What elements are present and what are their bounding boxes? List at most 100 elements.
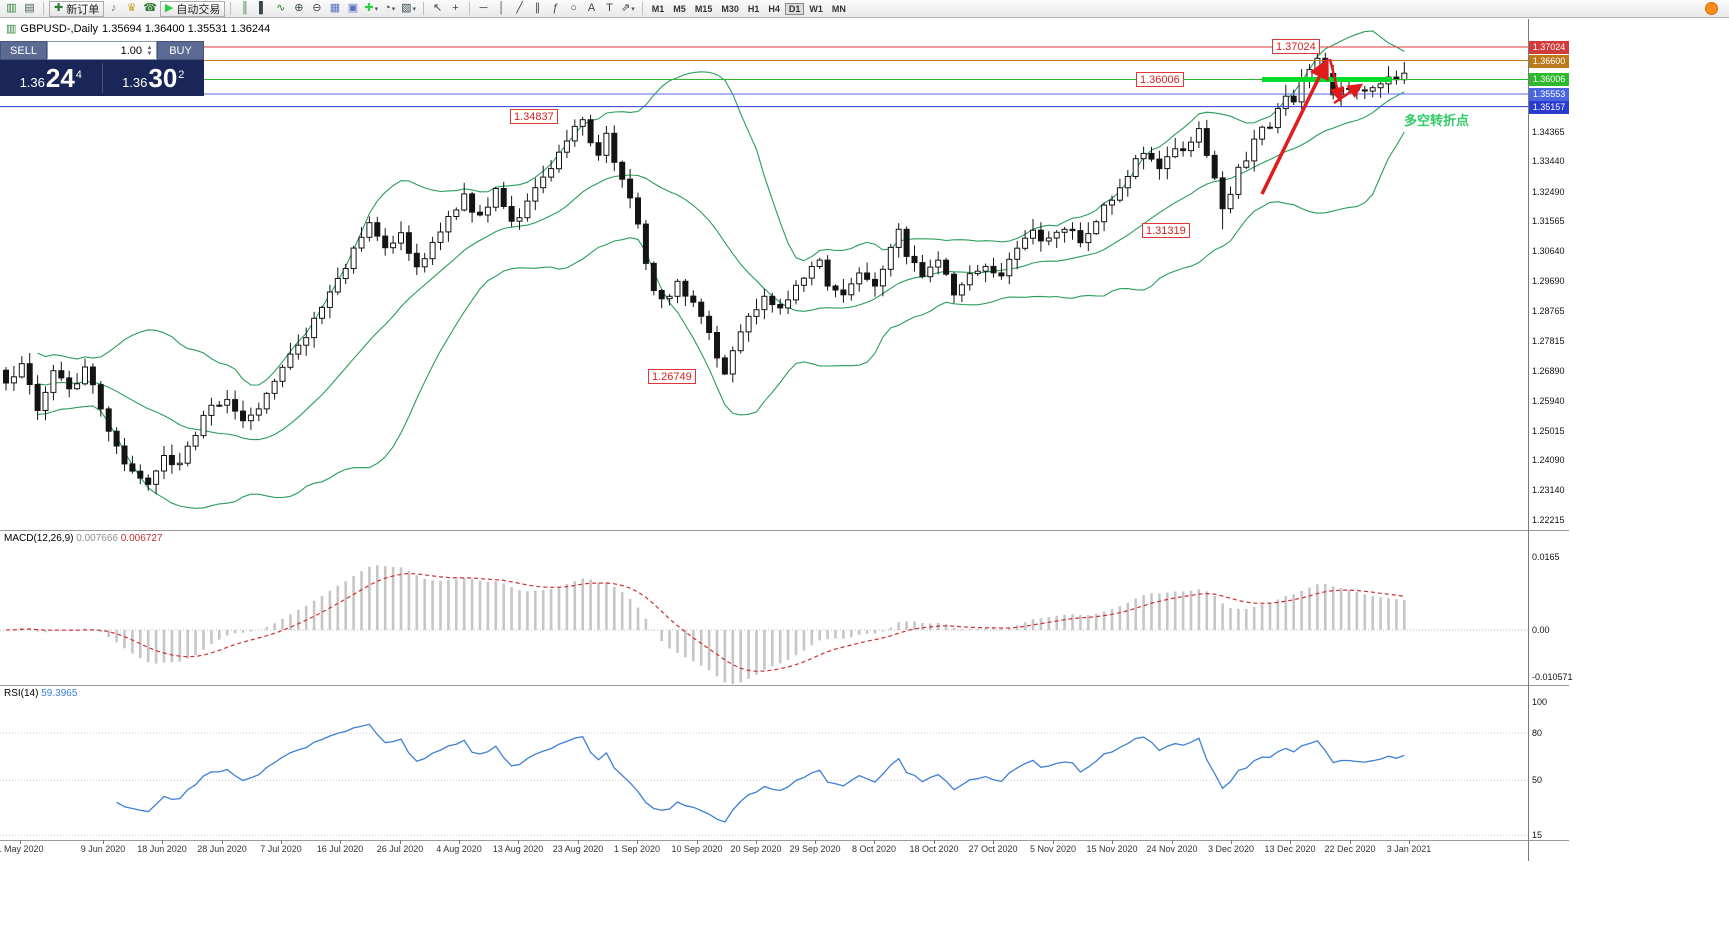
- chart-title: ▥ GBPUSD-,Daily 1.35694 1.36400 1.35531 …: [6, 23, 270, 35]
- timeframe-button-h4[interactable]: H4: [768, 3, 780, 14]
- vertical-line-icon: │: [498, 2, 505, 14]
- price-annotation-label[interactable]: 1.26749: [648, 369, 696, 384]
- price-axis-tick: 1.24090: [1532, 455, 1565, 465]
- chevron-down-icon: ▾: [412, 5, 417, 13]
- timeframe-button-mn[interactable]: MN: [831, 3, 846, 14]
- tile-windows-icon[interactable]: ▦: [326, 1, 343, 16]
- trendline-icon[interactable]: ╱: [511, 1, 528, 16]
- date-axis-tick: [459, 840, 460, 844]
- panel-separator[interactable]: [0, 530, 1569, 531]
- price-axis-tick: 1.27815: [1532, 336, 1565, 346]
- crosshair-icon[interactable]: +: [447, 1, 464, 16]
- templates-icon[interactable]: ▧ ▾: [399, 1, 418, 16]
- timeframe-button-m1[interactable]: M1: [651, 3, 665, 14]
- timeframe-button-d1[interactable]: D1: [784, 2, 805, 15]
- panel-separator[interactable]: [0, 685, 1569, 686]
- price-axis-tick: 1.30640: [1532, 246, 1565, 256]
- date-axis-tick: [103, 840, 104, 844]
- bid-pipette: 4: [75, 69, 82, 81]
- bar-chart-icon[interactable]: ║: [236, 1, 253, 16]
- date-axis-tick: [20, 840, 21, 844]
- date-axis-tick: [1231, 840, 1232, 844]
- date-axis-label: 18 Oct 2020: [909, 844, 959, 854]
- chevron-down-icon: ▾: [631, 5, 635, 13]
- price-annotation-label[interactable]: 1.34837: [510, 109, 558, 124]
- date-axis-label: 5 Nov 2020: [1029, 844, 1077, 854]
- trendline-icon: ╱: [516, 2, 523, 14]
- arrows-icon[interactable]: ⇗ ▾: [619, 1, 637, 16]
- new-order-button[interactable]: ✚ 新订单: [49, 0, 105, 17]
- bid-prefix: 1.36: [19, 75, 45, 90]
- one-click-trading-panel: SELL 1.00 ▲ ▼ BUY 1.36 24 4 1.36 30 2: [0, 41, 204, 96]
- macd-axis-tick: 0.0165: [1532, 552, 1560, 562]
- price-axis-tick: 1.26890: [1532, 366, 1565, 376]
- date-axis-tick: [934, 840, 935, 844]
- autotrade-button[interactable]: ▶ 自动交易: [159, 0, 226, 17]
- periods-icon[interactable]: ◔ ▾: [381, 1, 398, 16]
- cascade-windows-icon[interactable]: ▣: [344, 1, 361, 16]
- candlestick-chart-icon[interactable]: ▌: [254, 1, 271, 16]
- stepper-down-icon[interactable]: ▼: [146, 50, 153, 57]
- channel-icon[interactable]: ∥: [529, 1, 546, 16]
- date-axis-label: 24 Nov 2020: [1146, 844, 1198, 854]
- window-list-icon[interactable]: ▤: [21, 1, 38, 16]
- bid-price-button[interactable]: 1.36 24 4: [0, 63, 102, 93]
- price-axis-tick: 1.31565: [1532, 216, 1565, 226]
- date-axis-label: 20 Sep 2020: [730, 844, 782, 854]
- cup-icon[interactable]: ♛: [123, 1, 140, 16]
- date-axis-label: 15 Nov 2020: [1086, 844, 1138, 854]
- new-order-button-label: 新订单: [66, 3, 100, 16]
- date-axis-tick: [697, 840, 698, 844]
- price-annotation-label[interactable]: 1.31319: [1142, 223, 1190, 238]
- rsi-name: RSI(14): [4, 688, 39, 699]
- timeframe-button-m5[interactable]: M5: [673, 3, 686, 14]
- horizontal-line-icon[interactable]: ─: [475, 1, 492, 16]
- volume-input[interactable]: 1.00 ▲ ▼: [47, 41, 157, 60]
- sell-button[interactable]: SELL: [0, 41, 47, 60]
- zoom-in-icon[interactable]: ⊕: [290, 1, 307, 16]
- main-chart-canvas[interactable]: [0, 19, 1528, 530]
- buy-button[interactable]: BUY: [157, 41, 204, 60]
- ask-price-button[interactable]: 1.36 30 2: [101, 63, 205, 93]
- price-annotation-label[interactable]: 1.36006: [1136, 72, 1184, 87]
- periods-icon: ◔: [384, 2, 391, 14]
- support-icon[interactable]: ☎: [141, 1, 159, 16]
- autotrade-icon: ▶: [164, 2, 174, 14]
- cursor-icon[interactable]: ↖: [429, 1, 446, 16]
- timeframe-button-m30[interactable]: M30: [721, 3, 739, 14]
- stepper-up-icon[interactable]: ▲: [146, 44, 153, 51]
- timeframe-button-w1[interactable]: W1: [809, 3, 823, 14]
- candlestick-chart-icon: ▌: [258, 2, 267, 14]
- timeframe-button-h1[interactable]: H1: [747, 3, 760, 14]
- indicators-icon[interactable]: ✚ ▾: [362, 1, 380, 16]
- price-badge-1.36006: 1.36006: [1529, 73, 1569, 86]
- date-axis-tick: [1172, 840, 1173, 844]
- zoom-out-icon[interactable]: ⊖: [308, 1, 325, 16]
- label-icon[interactable]: T: [601, 1, 618, 16]
- cascade-windows-icon: ▣: [347, 2, 359, 14]
- timeframe-button-m15[interactable]: M15: [694, 3, 713, 14]
- price-annotation-label[interactable]: 1.37024: [1272, 39, 1320, 54]
- toolbar-separator: [43, 2, 44, 15]
- zoom-out-icon: ⊖: [312, 2, 322, 14]
- date-axis-label: 3 Jan 2021: [1386, 844, 1432, 854]
- rsi-panel-canvas[interactable]: [0, 686, 1528, 840]
- chart-window-icon[interactable]: ▥: [3, 1, 20, 16]
- macd-axis-tick: 0.00: [1532, 625, 1550, 635]
- macd-name: MACD(12,26,9): [4, 533, 74, 544]
- arrows-icon: ⇗: [621, 2, 631, 14]
- rsi-axis-tick: 80: [1532, 728, 1543, 738]
- line-chart-icon[interactable]: ∿: [272, 1, 289, 16]
- shapes-icon[interactable]: ○: [565, 1, 582, 16]
- fibonacci-icon[interactable]: ƒ: [547, 1, 564, 16]
- notification-icon[interactable]: [1705, 2, 1718, 15]
- vertical-line-icon[interactable]: │: [493, 1, 510, 16]
- turning-point-note[interactable]: 多空转折点: [1404, 113, 1470, 128]
- text-icon[interactable]: A: [583, 1, 600, 16]
- date-axis-tick: [162, 840, 163, 844]
- indicators-icon: ✚: [364, 2, 374, 14]
- volume-stepper[interactable]: ▲ ▼: [144, 42, 155, 59]
- macd-panel-canvas[interactable]: [0, 531, 1528, 685]
- speaker-icon[interactable]: ♪: [105, 1, 122, 16]
- speaker-icon: ♪: [110, 2, 117, 14]
